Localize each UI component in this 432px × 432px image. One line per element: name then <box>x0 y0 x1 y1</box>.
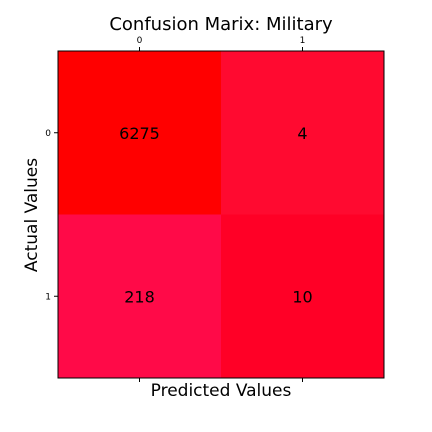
cell-value-label: 218 <box>124 287 155 306</box>
cell-value-label: 10 <box>292 287 312 306</box>
cell-value-label: 6275 <box>119 124 160 143</box>
heatmap-cell <box>221 51 385 215</box>
chart-title: Confusion Marix: Military <box>109 14 333 35</box>
axis-ticks: 0 1 0 1 <box>45 36 305 382</box>
heatmap-cell <box>221 214 385 379</box>
heatmap-cell <box>58 51 222 215</box>
y-axis-label: Actual Values <box>22 158 42 272</box>
y-tick-label: 1 <box>45 292 51 302</box>
x-tick-label: 0 <box>137 36 143 46</box>
heatmap-cell <box>58 214 222 379</box>
cell-value-label: 4 <box>297 124 307 143</box>
y-tick-label: 0 <box>45 129 51 139</box>
plot-frame <box>57 50 385 379</box>
heatmap-cells: 6275 4 218 10 <box>58 51 385 379</box>
x-axis-label: Predicted Values <box>151 381 292 401</box>
x-tick-label: 1 <box>300 36 306 46</box>
